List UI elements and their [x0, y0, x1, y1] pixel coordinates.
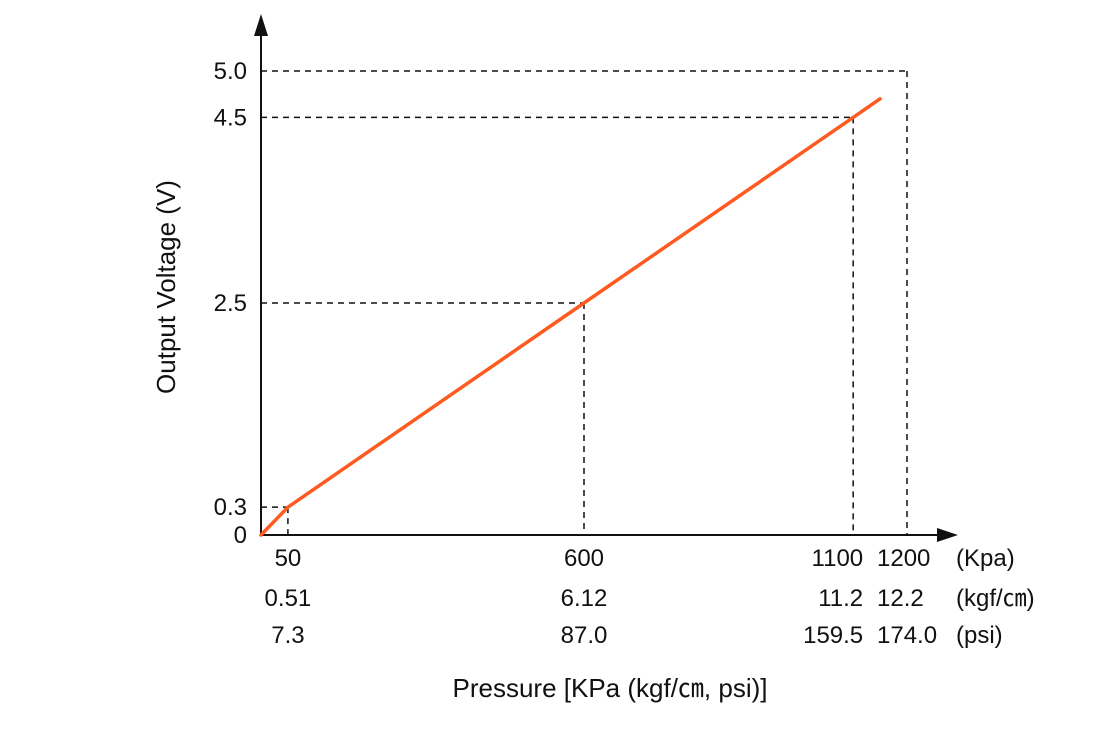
y-tick-label: 4.5 [214, 104, 247, 131]
x-axis-arrow-icon [937, 528, 958, 542]
x-unit-labels: (Kpa) (kgf/㎝) (psi) [956, 545, 1035, 649]
axes [254, 14, 958, 542]
y-tick-label: 2.5 [214, 290, 247, 317]
unit-label-psi: (psi) [956, 622, 1003, 649]
x-tick-label-kpa: 1100 [812, 545, 864, 572]
x-tick-label-kpa: 600 [564, 545, 604, 572]
y-axis-title: Output Voltage (V) [151, 180, 181, 394]
reference-guides [261, 70, 908, 535]
y-tick-labels: 00.3 2.5 4.5 5.0 [214, 58, 247, 549]
x-tick-label-psi: 87.0 [561, 622, 608, 649]
x-tick-label-kgf: 0.51 [265, 585, 312, 612]
series-line [259, 97, 882, 537]
y-tick-label: 0.3 [214, 494, 247, 521]
x-tick-label-psi: 174.0 [877, 622, 937, 649]
unit-label-kpa: (Kpa) [956, 545, 1015, 572]
x-tick-label-kgf: 12.2 [877, 585, 924, 612]
x-tick-label-kpa: 1200 [877, 545, 930, 572]
x-tick-label-psi: 7.3 [271, 622, 304, 649]
unit-label-kgf: (kgf/㎝) [956, 585, 1035, 612]
x-tick-label-kgf: 11.2 [818, 585, 863, 612]
y-axis-arrow-icon [254, 14, 268, 36]
y-tick-label: 5.0 [214, 58, 247, 85]
x-tick-label-kgf: 6.12 [561, 585, 608, 612]
x-tick-label-kpa: 50 [275, 545, 302, 572]
x-tick-labels: 50 0.51 7.3 600 6.12 87.0 1100 11.2 159.5 1200 12.… [265, 545, 938, 649]
y-tick-label: 0 [234, 522, 247, 549]
x-axis-title: Pressure [KPa (kgf/㎝, psi)] [453, 673, 768, 703]
x-tick-label-psi: 159.5 [803, 622, 863, 649]
